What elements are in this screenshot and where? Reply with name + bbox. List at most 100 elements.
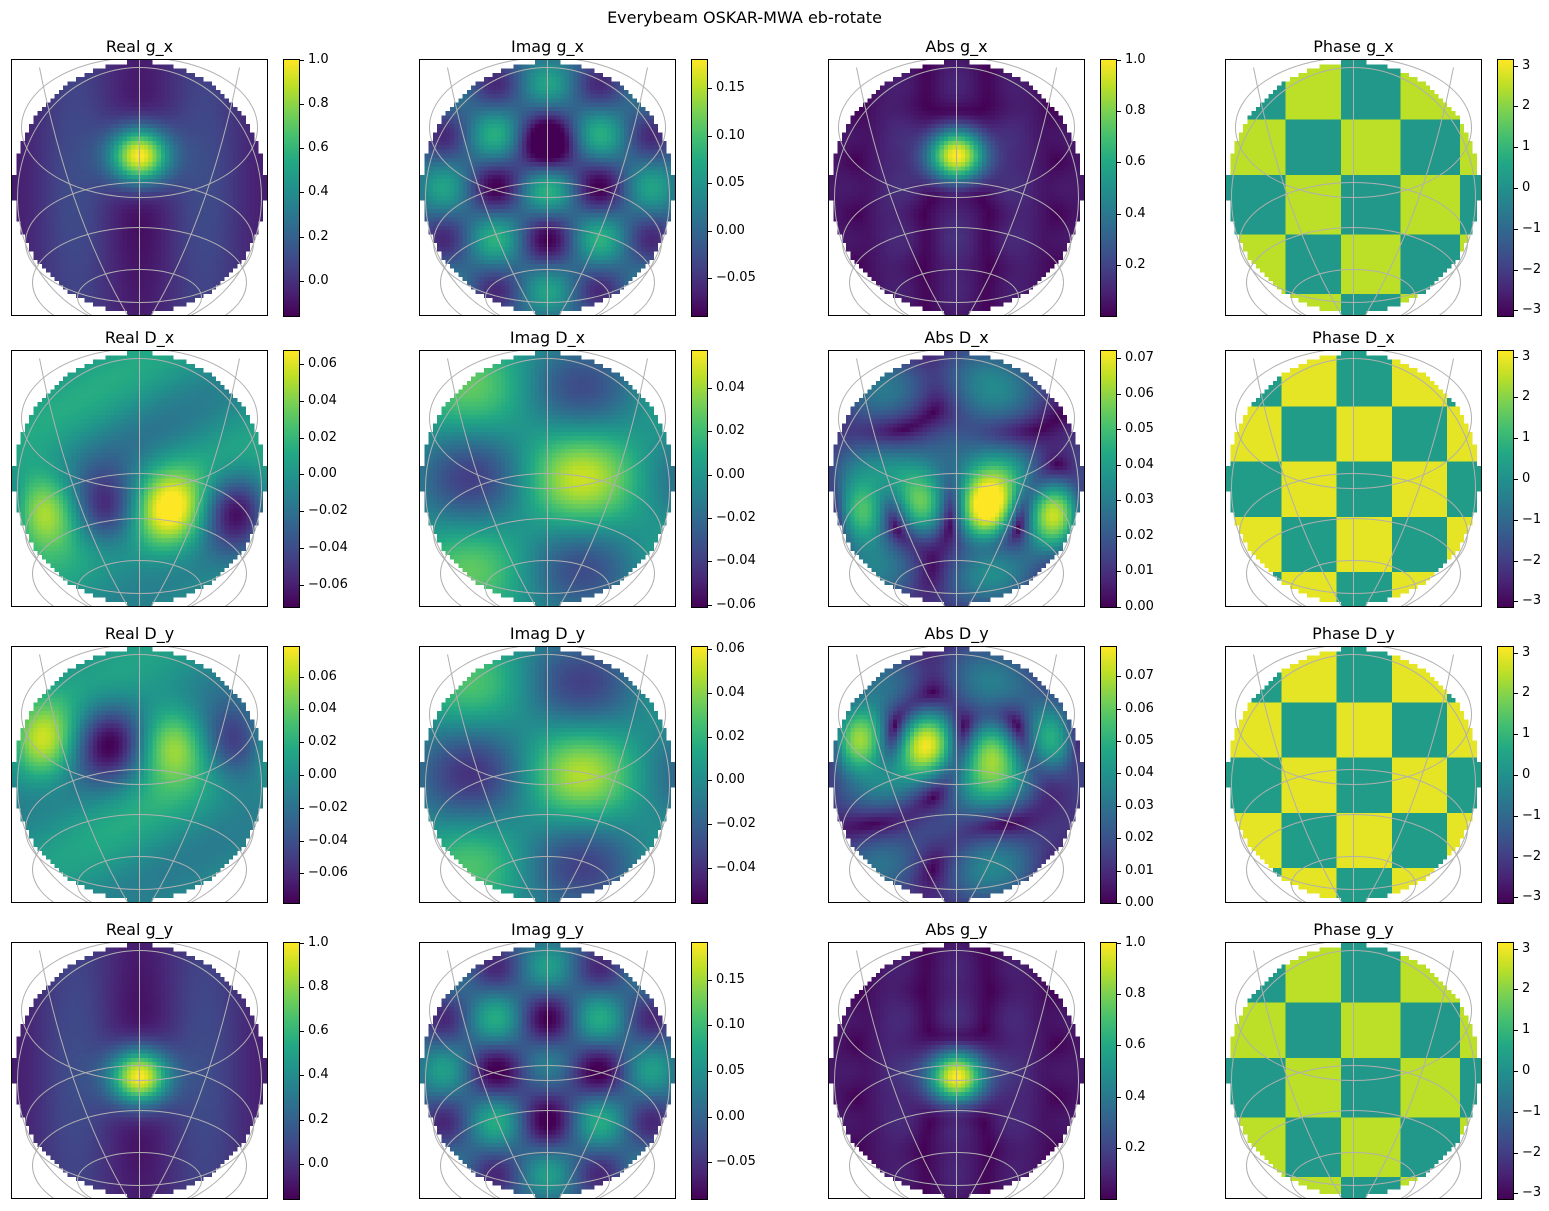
- colorbar-tick-label: 0.2: [308, 1111, 329, 1127]
- colorbar-tick-label: 0.05: [1125, 732, 1154, 748]
- latitude-line: [1291, 269, 1416, 315]
- colorbar-tick-label: −0.06: [308, 865, 348, 881]
- latitude-line: [894, 1152, 1019, 1198]
- longitude-line: [1365, 358, 1454, 606]
- colorbar-tick-label: 1.0: [1125, 935, 1146, 950]
- colorbar-tick-label: −3: [1522, 889, 1542, 905]
- latitude-line: [440, 518, 655, 606]
- colorbar-tick-label: −1: [1522, 1103, 1542, 1119]
- latitude-line: [1239, 473, 1468, 594]
- colorbar-tick-label: 0.04: [1125, 765, 1154, 781]
- heatmap-plot-area: [419, 350, 676, 607]
- colorbar-tick-label: 0.2: [1125, 256, 1146, 272]
- latitude-line: [894, 269, 1019, 315]
- longitude-line: [151, 67, 240, 315]
- colorbar-tick-label: 0: [1522, 180, 1531, 195]
- colorbar-tick-label: 3: [1522, 57, 1531, 73]
- longitude-line: [559, 950, 648, 1198]
- colorbar-tick-label: 0.4: [308, 1067, 329, 1083]
- latitude-line: [77, 1152, 202, 1198]
- colorbar-tick-label: 0.05: [716, 175, 745, 191]
- latitude-line: [429, 647, 666, 785]
- colorbar-tick-label: −2: [1522, 1144, 1542, 1160]
- latitude-line: [77, 560, 202, 606]
- latitude-line: [1246, 227, 1461, 315]
- panel-title: Imag D_x: [509, 328, 586, 347]
- latitude-line: [433, 473, 662, 594]
- heatmap-plot-area: [11, 59, 268, 316]
- longitude-line: [151, 358, 240, 606]
- colorbar-tick-label: 0.2: [308, 228, 329, 244]
- longitude-line: [1365, 950, 1454, 1198]
- latitude-line: [77, 269, 202, 315]
- longitude-line: [559, 654, 648, 902]
- colorbar-tick-label: −2: [1522, 261, 1542, 277]
- colorbar-tick-label: 0.8: [1125, 986, 1146, 1002]
- horizon-circle: [17, 358, 262, 606]
- colorbar-tick-label: 0.04: [308, 392, 337, 408]
- colorbar-tick-label: 0.4: [308, 184, 329, 200]
- horizon-circle: [1231, 67, 1476, 315]
- colorbar-tick-label: 0.10: [716, 127, 745, 143]
- latitude-line: [433, 182, 662, 303]
- colorbar: 3 2 1 0 −1 −2 −3: [1497, 941, 1541, 1200]
- longitude-line: [856, 358, 945, 606]
- panel-title: Real D_x: [104, 328, 175, 347]
- colorbar-tick-label: 0.4: [1125, 1088, 1146, 1104]
- heatmap-plot-area: [11, 646, 268, 903]
- latitude-line: [485, 1152, 610, 1198]
- latitude-line: [842, 473, 1071, 594]
- colorbar-tick-label: −0.04: [716, 859, 756, 875]
- colorbar: 0.06 0.04 0.02 0.00 −0.02 −0.04: [691, 641, 756, 904]
- colorbar-tick-label: 0.6: [1125, 154, 1146, 170]
- colorbar-tick-label: −0.05: [716, 1154, 756, 1170]
- latitude-line: [485, 856, 610, 902]
- latitude-line: [849, 814, 1064, 902]
- colorbar: 0.06 0.04 0.02 0.00 −0.02 −0.04 −0.06: [283, 646, 348, 904]
- colorbar-tick-label: 0.02: [716, 728, 745, 744]
- sky-grid-overlay: [1231, 60, 1476, 315]
- panel-title: Imag g_y: [511, 920, 584, 939]
- colorbar-tick-label: 0.00: [1125, 599, 1154, 614]
- sky-grid-overlay: [834, 647, 1079, 902]
- latitude-line: [894, 560, 1019, 606]
- panel-title: Phase g_y: [1313, 920, 1394, 939]
- colorbar-tick-label: 0.06: [1125, 385, 1154, 401]
- longitude-line: [1253, 654, 1342, 902]
- colorbar-tick-label: −0.04: [308, 540, 348, 556]
- colorbar: 0.06 0.04 0.02 0.00 −0.02 −0.04 −0.06: [283, 350, 348, 608]
- colorbar-tick-label: 0.06: [308, 668, 337, 684]
- latitude-line: [32, 518, 247, 606]
- panel-title: Phase g_x: [1313, 37, 1394, 56]
- colorbar-tick-label: 0.00: [1125, 895, 1154, 910]
- longitude-line: [447, 654, 536, 902]
- colorbar: 3 2 1 0 −1 −2 −3: [1497, 58, 1541, 317]
- panel-title: Real g_y: [105, 920, 174, 939]
- latitude-line: [25, 473, 254, 594]
- longitude-line: [1253, 358, 1342, 606]
- colorbar-tick-label: 0.04: [716, 684, 745, 700]
- latitude-line: [440, 814, 655, 902]
- latitude-line: [429, 60, 666, 198]
- colorbar-tick-label: 0.4: [1125, 205, 1146, 221]
- sky-grid-overlay: [425, 647, 670, 902]
- latitude-line: [433, 1065, 662, 1186]
- horizon-circle: [1231, 358, 1476, 606]
- sky-grid-overlay: [17, 351, 262, 606]
- latitude-line: [1235, 351, 1472, 489]
- heatmap-plot-area: [828, 350, 1085, 607]
- latitude-line: [1239, 1065, 1468, 1186]
- horizon-circle: [1231, 950, 1476, 1198]
- colorbar: 0.15 0.10 0.05 0.00 −0.05: [691, 59, 756, 317]
- colorbar-tick-label: −0.06: [716, 596, 756, 612]
- colorbar: 1.0 0.8 0.6 0.4 0.2: [1100, 52, 1146, 317]
- colorbar-tick-label: 2: [1522, 685, 1531, 701]
- latitude-line: [32, 227, 247, 315]
- colorbar-tick-label: 0: [1522, 767, 1531, 782]
- colorbar-tick-label: −0.06: [308, 576, 348, 592]
- colorbar-tick-label: −1: [1522, 220, 1542, 236]
- latitude-line: [1239, 769, 1468, 890]
- latitude-line: [21, 647, 258, 785]
- longitude-line: [1253, 950, 1342, 1198]
- horizon-circle: [425, 950, 670, 1198]
